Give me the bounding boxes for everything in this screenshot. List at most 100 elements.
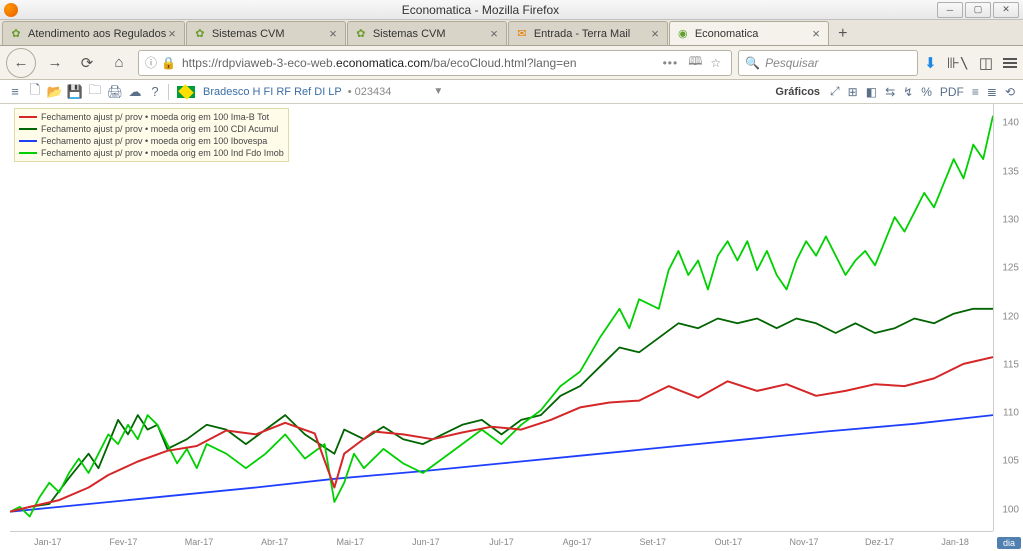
legend-row: Fechamento ajust p/ prov • moeda orig em…: [19, 123, 284, 135]
footer-tag[interactable]: dia: [997, 537, 1021, 549]
window-controls: ─ ▢ ✕: [937, 2, 1019, 18]
info-icon[interactable]: ⓘ: [145, 54, 157, 71]
x-tick: Ago-17: [563, 537, 592, 547]
app-toolbar: ≡ 🗋 📂 💾 🗀 🖨 ☁ ? Bradesco H FI RF Ref DI …: [0, 80, 1023, 104]
legend-swatch: [19, 116, 37, 118]
chart-legend: Fechamento ajust p/ prov • moeda orig em…: [14, 108, 289, 162]
legend-row: Fechamento ajust p/ prov • moeda orig em…: [19, 111, 284, 123]
graficos-label: Gráficos: [775, 86, 820, 98]
tab-favicon-icon: ✿: [9, 27, 23, 41]
menu-icon[interactable]: ≡: [6, 83, 24, 101]
x-tick: Dez-17: [865, 537, 894, 547]
reload-button[interactable]: ⟳: [74, 50, 100, 76]
new-tab-button[interactable]: +: [830, 23, 856, 45]
bookmark-icon[interactable]: ☆: [706, 56, 725, 70]
save-icon[interactable]: 💾: [66, 83, 84, 101]
x-tick: Mar-17: [185, 537, 214, 547]
tab-close-icon[interactable]: ×: [810, 26, 822, 41]
cloud-icon[interactable]: ☁: [126, 83, 144, 101]
new-icon[interactable]: 🗋: [26, 83, 44, 101]
toolbar-right: ⬇ ⊪\ ◫: [924, 54, 1017, 72]
settings-icon[interactable]: ≣: [985, 85, 999, 99]
url-path: /ba/ecoCloud.html?lang=en: [430, 56, 576, 70]
navbar: ← → ⟳ ⌂ ⓘ 🔒 https://rdpviaweb-3-eco-web.…: [0, 46, 1023, 80]
tab-label: Sistemas CVM: [373, 28, 446, 40]
tab-sistemas-2[interactable]: ✿ Sistemas CVM ×: [347, 21, 507, 45]
x-tick: Mai-17: [337, 537, 365, 547]
page-actions-icon[interactable]: •••: [657, 56, 685, 70]
tab-label: Entrada - Terra Mail: [534, 28, 630, 40]
flag-br-icon[interactable]: [177, 86, 195, 98]
dropdown-icon[interactable]: ▼: [433, 86, 443, 97]
list-icon[interactable]: ≡: [970, 85, 981, 99]
tab-economatica[interactable]: ◉ Economatica ×: [669, 21, 829, 45]
lock-icon: 🔒: [161, 56, 176, 70]
x-tick: Abr-17: [261, 537, 288, 547]
print-icon[interactable]: 🖨: [106, 83, 124, 101]
y-tick: 105: [1002, 456, 1019, 467]
x-tick: Jun-17: [412, 537, 440, 547]
search-bar[interactable]: 🔍 Pesquisar: [738, 50, 918, 76]
x-tick: Fev-17: [109, 537, 137, 547]
search-icon: 🔍: [745, 56, 760, 70]
reader-icon[interactable]: 🕮: [684, 52, 706, 73]
y-tick: 100: [1002, 504, 1019, 515]
library-icon[interactable]: ⊪\: [947, 54, 969, 72]
y-tick: 135: [1002, 166, 1019, 177]
forward-button[interactable]: →: [42, 50, 68, 76]
tab-sistemas-1[interactable]: ✿ Sistemas CVM ×: [186, 21, 346, 45]
y-tick: 125: [1002, 263, 1019, 274]
tab-favicon-icon: ◉: [676, 27, 690, 41]
y-tick: 140: [1002, 118, 1019, 129]
pdf-icon[interactable]: PDF: [938, 85, 966, 99]
back-button[interactable]: ←: [6, 48, 36, 78]
chart-plot[interactable]: Fechamento ajust p/ prov • moeda orig em…: [10, 106, 993, 531]
separator: [168, 84, 169, 100]
chart-svg: [10, 106, 993, 531]
x-tick: Out-17: [715, 537, 743, 547]
maximize-button[interactable]: ▢: [965, 2, 991, 18]
refresh-icon[interactable]: ⟲: [1003, 85, 1017, 99]
legend-text: Fechamento ajust p/ prov • moeda orig em…: [41, 136, 267, 146]
ticker-code: • 023434: [348, 86, 392, 98]
swap-icon[interactable]: ⇆: [883, 85, 897, 99]
home-button[interactable]: ⌂: [106, 50, 132, 76]
toolbar-right-group: Gráficos ⤢ ⊞ ◧ ⇆ ↯ % PDF ≡ ≣ ⟲: [775, 84, 1017, 99]
legend-text: Fechamento ajust p/ prov • moeda orig em…: [41, 124, 278, 134]
expand-icon[interactable]: ⤢: [828, 84, 842, 99]
legend-swatch: [19, 152, 37, 154]
tab-close-icon[interactable]: ×: [488, 26, 500, 41]
tab-close-icon[interactable]: ×: [327, 26, 339, 41]
y-tick: 110: [1003, 408, 1019, 419]
sidebar-icon[interactable]: ◫: [979, 54, 993, 72]
chart-container: Fechamento ajust p/ prov • moeda orig em…: [0, 104, 1023, 551]
x-tick: Jan-17: [34, 537, 62, 547]
downloads-icon[interactable]: ⬇: [924, 54, 937, 72]
url-domain: economatica.com: [336, 56, 430, 70]
grid-icon[interactable]: ⊞: [846, 85, 860, 99]
tab-close-icon[interactable]: ×: [166, 26, 178, 41]
panel-icon[interactable]: ◧: [864, 85, 879, 99]
percent-icon[interactable]: %: [919, 85, 934, 99]
folder-icon[interactable]: 🗀: [86, 83, 104, 101]
url-bar[interactable]: ⓘ 🔒 https://rdpviaweb-3-eco-web.economat…: [138, 50, 732, 76]
y-axis: 100105110115120125130135140: [993, 104, 1023, 531]
tab-atendimento[interactable]: ✿ Atendimento aos Regulados ×: [2, 21, 185, 45]
legend-row: Fechamento ajust p/ prov • moeda orig em…: [19, 147, 284, 159]
help-icon[interactable]: ?: [146, 83, 164, 101]
ticker-name[interactable]: Bradesco H FI RF Ref DI LP: [203, 86, 342, 98]
tab-terra-mail[interactable]: ✉ Entrada - Terra Mail ×: [508, 21, 668, 45]
menu-button[interactable]: [1003, 58, 1017, 68]
legend-swatch: [19, 140, 37, 142]
tab-label: Economatica: [695, 28, 759, 40]
y-tick: 115: [1003, 359, 1019, 370]
y-tick: 130: [1002, 214, 1019, 225]
close-button[interactable]: ✕: [993, 2, 1019, 18]
tab-strip: ✿ Atendimento aos Regulados × ✿ Sistemas…: [0, 20, 1023, 46]
bolt-icon[interactable]: ↯: [901, 85, 915, 99]
minimize-button[interactable]: ─: [937, 2, 963, 18]
tab-close-icon[interactable]: ×: [649, 26, 661, 41]
tab-favicon-icon: ✿: [193, 27, 207, 41]
x-tick: Nov-17: [789, 537, 818, 547]
open-icon[interactable]: 📂: [46, 83, 64, 101]
